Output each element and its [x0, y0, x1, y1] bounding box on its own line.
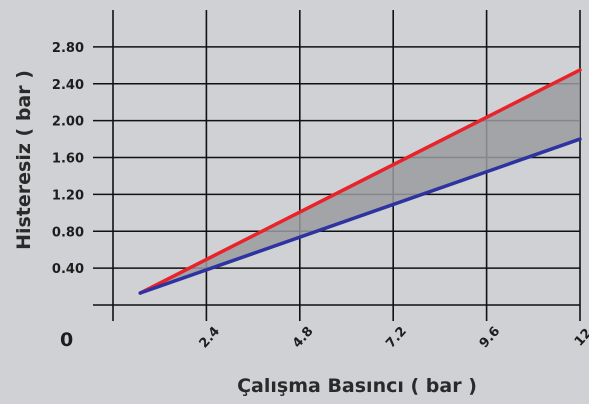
x-axis-label: Çalışma Basıncı ( bar ) [237, 375, 477, 397]
series-line-1 [138, 137, 582, 295]
x-tick-label-0: 2.4 [197, 324, 224, 351]
y-ticks: 0.40 0.80 1.20 1.60 2.00 2.40 2.80 [52, 41, 84, 277]
y-tick-label-3: 1.60 [52, 152, 84, 167]
y-tick-label-0: 0.40 [52, 262, 84, 277]
y-tick-label-5: 2.40 [52, 78, 84, 93]
y-tick-label-1: 0.80 [52, 225, 84, 240]
y-tick-label-2: 1.20 [52, 188, 84, 203]
x-tick-label-3: 9.6 [477, 324, 504, 351]
y-tick-label-4: 2.00 [52, 115, 84, 130]
x-ticks: 2.4 4.8 7.2 9.6 12 [197, 324, 589, 351]
origin-label: 0 [60, 329, 73, 351]
x-tick-label-4: 12 [572, 326, 589, 349]
x-tick-label-2: 7.2 [383, 324, 410, 351]
series-lines [138, 68, 582, 295]
y-tick-label-6: 2.80 [52, 41, 84, 56]
x-tick-label-1: 4.8 [290, 324, 317, 351]
y-axis-label: Histeresiz ( bar ) [13, 70, 35, 250]
series-line-0 [138, 68, 582, 295]
